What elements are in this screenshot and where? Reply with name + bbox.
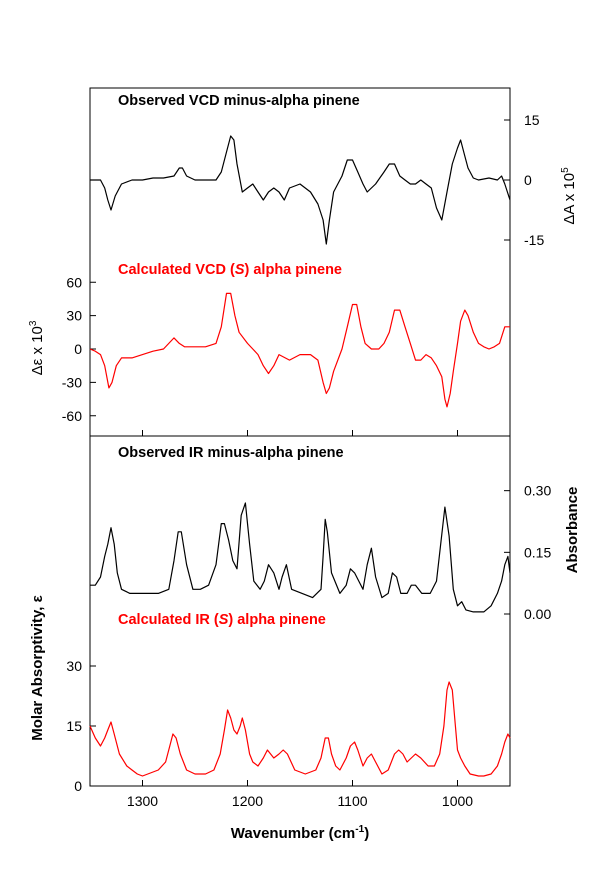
- observed-vcd-title: Observed VCD minus-alpha pinene: [118, 93, 360, 109]
- observed-ir-axis-title: Absorbance: [564, 487, 581, 574]
- calculated-ir-title: Calculated IR (S) alpha pinene: [118, 612, 326, 628]
- tick-layer: 1300 1200 1100 1000 15 0 -15 60 30 0 -30 -60 0.30 0.1…: [62, 112, 552, 809]
- calculated-vcd-y-tick-label: 30: [66, 308, 82, 324]
- observed-vcd-series-line: [90, 135, 511, 245]
- observed-ir-y-tick-label: 0.00: [524, 606, 551, 622]
- x-tick-label: 1000: [442, 793, 473, 809]
- observed-ir-title: Observed IR minus-alpha pinene: [118, 445, 344, 461]
- x-tick-label: 1300: [127, 793, 158, 809]
- observed-vcd-y-tick-label: -15: [524, 232, 544, 248]
- calculated-ir-y-tick-label: 0: [74, 778, 82, 794]
- observed-vcd-y-tick-label: 0: [524, 172, 532, 188]
- calculated-vcd-axis-title: Δε x 103: [28, 320, 46, 375]
- observed-vcd-y-tick-label: 15: [524, 112, 540, 128]
- x-axis-title: Wavenumber (cm-1): [231, 824, 369, 842]
- calculated-ir-series-line: [89, 681, 511, 777]
- observed-vcd-axis-title: ΔA x 105: [560, 167, 578, 225]
- x-tick-label: 1100: [337, 793, 367, 809]
- calculated-ir-y-tick-label: 30: [66, 658, 82, 674]
- calculated-vcd-series-line: [89, 292, 510, 408]
- calculated-vcd-y-tick-label: 0: [74, 341, 82, 357]
- bottom-panel-frame: [89, 435, 511, 787]
- observed-ir-series-line: [90, 502, 511, 613]
- observed-ir-y-tick-label: 0.30: [524, 483, 551, 499]
- x-tick-label: 1200: [232, 793, 263, 809]
- calculated-ir-y-tick-label: 15: [66, 718, 82, 734]
- observed-ir-y-tick-label: 0.15: [524, 544, 551, 560]
- calculated-vcd-y-tick-label: -60: [62, 408, 82, 424]
- calculated-ir-axis-title: Molar Absorptivity, ε: [29, 595, 46, 740]
- calculated-vcd-title: Calculated VCD (S) alpha pinene: [118, 262, 342, 278]
- trace-layer: [89, 135, 511, 777]
- calculated-vcd-y-tick-label: 60: [66, 274, 82, 290]
- calculated-vcd-y-tick-label: -30: [62, 374, 82, 390]
